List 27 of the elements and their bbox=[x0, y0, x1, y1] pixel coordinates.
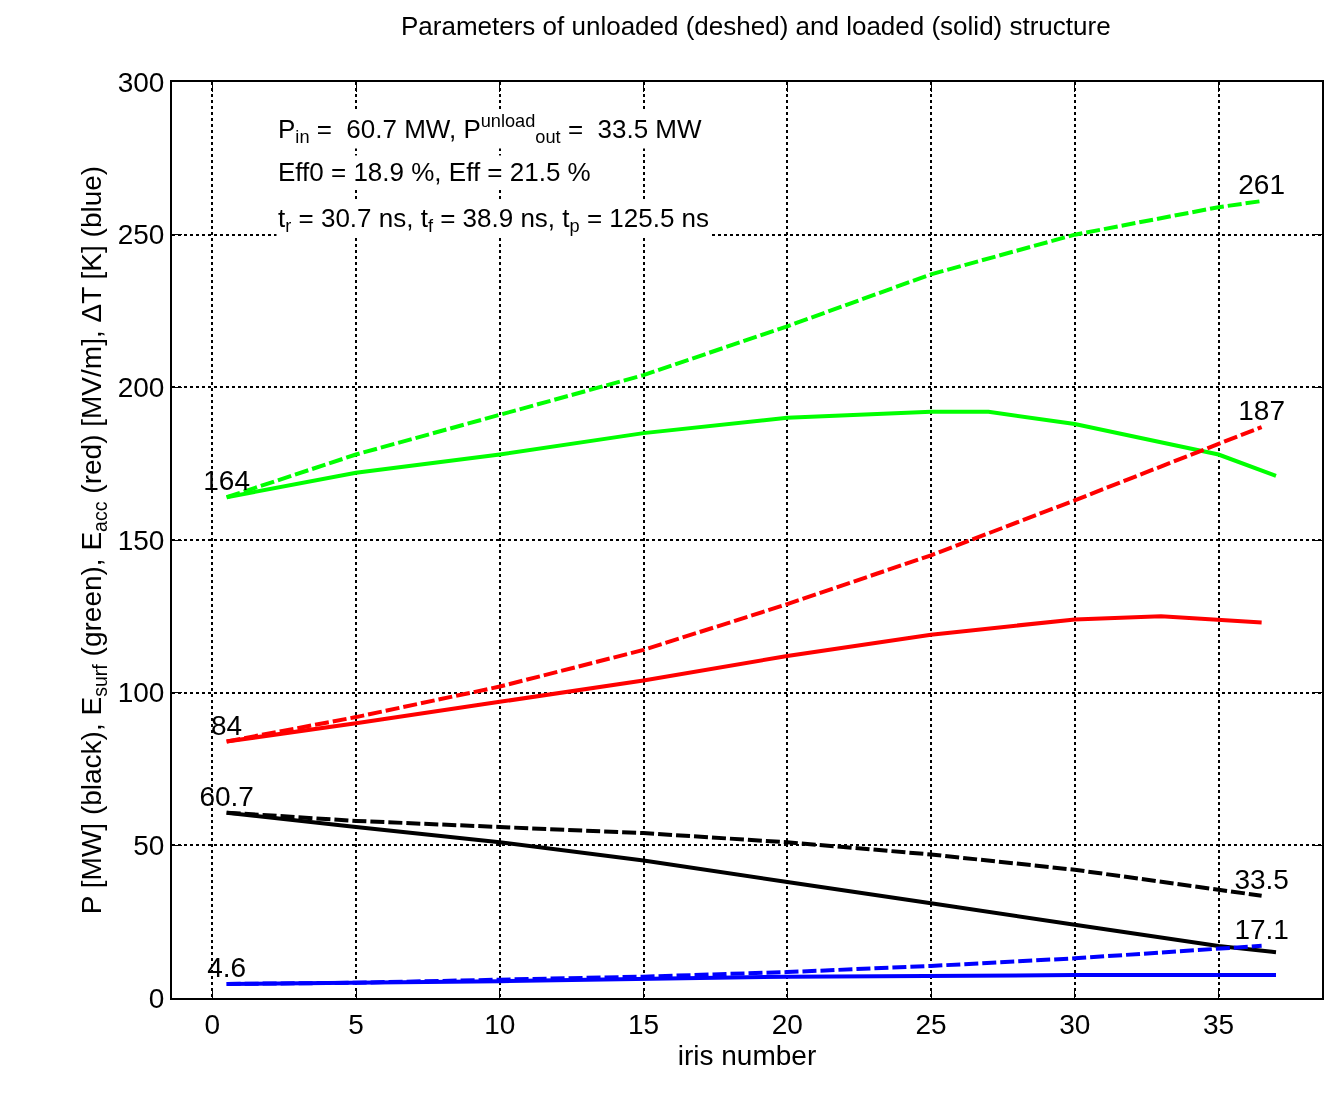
annotation: t$_{r}$ = 30.7 ns, t$_{f}$ = 38.9 ns, t$_{p}$ = 125.5 ns bbox=[278, 203, 710, 237]
y-tick-label: 100 bbox=[117, 677, 165, 709]
x-axis-title: iris number bbox=[677, 1039, 817, 1071]
x-tick-label: 5 bbox=[348, 1008, 364, 1040]
x-tick-label: 30 bbox=[1059, 1008, 1091, 1040]
x-tick-label: 25 bbox=[915, 1008, 947, 1040]
data-label: 187 bbox=[1238, 395, 1285, 427]
x-tick-label: 35 bbox=[1202, 1008, 1235, 1040]
y-tick-label: 50 bbox=[133, 830, 165, 862]
data-label: 84 bbox=[211, 709, 243, 741]
y-tick-label: 0 bbox=[148, 982, 165, 1014]
data-label: 261 bbox=[1238, 169, 1285, 201]
x-tick-label: 15 bbox=[627, 1008, 660, 1040]
data-label: 17.1 bbox=[1234, 913, 1289, 945]
chart-title: Parameters of unloaded (deshed) and loaded (solid) structure bbox=[401, 10, 1111, 41]
annotation: P$_{in}$ = 60.7 MW, P$^{unload}$$_{out}$ = 33.5 MW bbox=[278, 111, 702, 148]
y-tick-label: 300 bbox=[117, 66, 165, 98]
x-tick-label: 20 bbox=[771, 1008, 803, 1040]
data-label: 33.5 bbox=[1234, 863, 1289, 895]
y-tick-label: 200 bbox=[117, 372, 165, 404]
annotation: Eff0 = 18.9 %, Eff = 21.5 % bbox=[278, 157, 591, 187]
y-tick-label: 250 bbox=[117, 219, 165, 251]
data-label: 60.7 bbox=[199, 780, 254, 812]
y-tick-label: 150 bbox=[117, 524, 165, 556]
data-label: 4.6 bbox=[207, 951, 247, 983]
x-tick-label: 10 bbox=[484, 1008, 516, 1040]
x-tick-label: 0 bbox=[204, 1008, 221, 1040]
